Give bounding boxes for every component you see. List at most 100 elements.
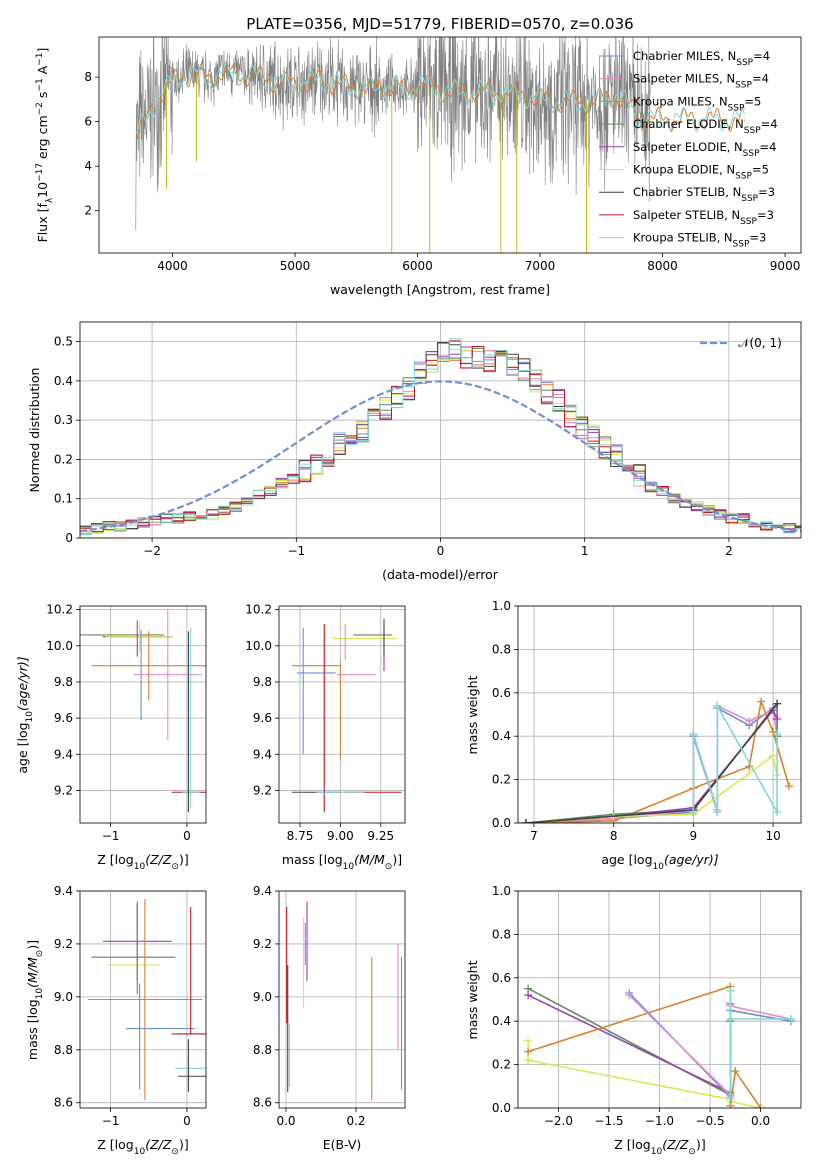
x-axis-label: mass [log10(M/M⊙)] — [282, 852, 402, 872]
plot-area-weight-vs-Z — [524, 982, 795, 1108]
y-tick-label: 0.3 — [54, 413, 73, 427]
panel-weight-vs-Z: −2.0 −1.5 −1.0 −0.5 0.0 0.0 0.2 0.4 0.6 0.8 1.0 Z [… — [465, 884, 802, 1157]
y-tick-label: 0.6 — [492, 686, 511, 700]
weight-point-marker — [524, 1036, 533, 1045]
y-tick-label: 8.8 — [54, 1043, 73, 1057]
x-tick-label: 8 — [610, 829, 618, 843]
y-tick-label: 2 — [84, 204, 92, 218]
y-axis-label: age [log10(age/yr)] — [15, 656, 35, 773]
y-tick-label: 10.2 — [245, 603, 272, 617]
legend-label: Kroupa STELIB, NSSP=3 — [633, 231, 766, 250]
y-axis-label: Normed distribution — [27, 368, 42, 493]
x-tick-label: −1 — [102, 1114, 120, 1128]
x-axis-label: wavelength [Angstrom, rest frame] — [330, 282, 550, 297]
x-tick-label: −2.0 — [544, 1114, 573, 1128]
y-tick-label: 0.2 — [492, 1058, 511, 1072]
y-tick-label: 9.2 — [253, 937, 272, 951]
y-tick-label: 0 — [65, 531, 73, 545]
weight-point-marker — [745, 717, 754, 726]
plot-area-age-vs-Z — [80, 609, 206, 813]
y-tick-label: 9.6 — [253, 711, 272, 725]
axes-frame — [517, 605, 802, 824]
legend-label: Kroupa ELODIE, NSSP=5 — [633, 163, 769, 182]
legend-label: Chabrier STELIB, NSSP=3 — [633, 185, 775, 204]
y-tick-label: 9.6 — [54, 711, 73, 725]
figure-title: PLATE=0356, MJD=51779, FIBERID=0570, z=0… — [246, 15, 633, 33]
x-tick-label: 4000 — [157, 259, 188, 273]
axes-frame — [517, 890, 802, 1109]
y-tick-label: 10.0 — [245, 639, 272, 653]
weight-point-marker — [689, 808, 698, 817]
x-tick-label: 1 — [581, 544, 589, 558]
legend-label: Kroupa MILES, NSSP=5 — [633, 94, 761, 113]
y-tick-label: 9.4 — [253, 884, 272, 898]
x-tick-label: −1.5 — [594, 1114, 623, 1128]
y-tick-label: 0.4 — [54, 374, 73, 388]
x-tick-label: −2 — [143, 544, 161, 558]
weight-point-marker — [769, 751, 778, 760]
panel-age-vs-Z: −1 0 9.2 9.4 9.6 9.8 10.0 10.2 Z [log10(Z/Z⊙)] ag… — [15, 603, 207, 872]
y-tick-label: 0.1 — [54, 492, 73, 506]
x-tick-label: 0.0 — [751, 1114, 770, 1128]
x-tick-label: 0.2 — [346, 1114, 365, 1128]
y-tick-label: 0.0 — [492, 816, 511, 830]
legend-label: Chabrier MILES, NSSP=4 — [633, 49, 770, 68]
x-tick-label: 9000 — [770, 259, 801, 273]
y-tick-label: 1.0 — [492, 884, 511, 898]
plot-area-spectrum — [135, 37, 746, 253]
weight-point-marker — [524, 1047, 533, 1056]
y-tick-label: 8.6 — [253, 1096, 272, 1110]
x-axis-label: (data-model)/error — [382, 567, 499, 582]
x-axis-label: Z [log10(Z/Z⊙)] — [97, 1137, 188, 1157]
y-tick-label: 9.0 — [253, 990, 272, 1004]
axes-frame — [79, 605, 207, 824]
x-tick-label: 5000 — [280, 259, 311, 273]
x-tick-label: 2 — [725, 544, 733, 558]
normal-curve-line — [80, 380, 801, 533]
x-tick-label: 9.00 — [327, 829, 354, 843]
y-tick-label: 9.4 — [54, 747, 73, 761]
weight-point-marker — [524, 991, 533, 1000]
x-axis-label: Z [log10(Z/Z⊙)] — [614, 1137, 705, 1157]
x-tick-label: −1 — [102, 829, 120, 843]
y-axis-label: Flux [fλ10−17 erg cm−2 s−1 A−1] — [35, 48, 55, 243]
axes-frame — [278, 605, 406, 824]
weight-point-marker — [757, 697, 766, 706]
weight-point-marker — [726, 986, 735, 995]
axes-frame — [79, 890, 207, 1109]
y-tick-label: 9.8 — [253, 675, 272, 689]
x-axis-label: E(B-V) — [323, 1137, 362, 1152]
x-tick-label: −0.5 — [695, 1114, 724, 1128]
y-tick-label: 0.4 — [492, 1014, 511, 1028]
y-tick-label: 9.4 — [54, 884, 73, 898]
plot-area-weight-vs-age — [521, 697, 794, 823]
weight-point-marker — [773, 730, 782, 739]
y-tick-label: 1.0 — [492, 599, 511, 613]
y-tick-label: 0.8 — [492, 927, 511, 941]
y-tick-label: 9.4 — [253, 747, 272, 761]
y-tick-label: 8.8 — [253, 1043, 272, 1057]
y-tick-label: 9.0 — [54, 990, 73, 1004]
panel-age-vs-mass: 8.75 9.00 9.25 9.2 9.4 9.6 9.8 10.0 10.2 mass [lo… — [245, 603, 406, 872]
spectrum-legend: Chabrier MILES, NSSP=4 Salpeter MILES, NS… — [599, 49, 778, 250]
x-tick-label: 0.0 — [276, 1114, 295, 1128]
weight-series-line — [692, 702, 778, 816]
observed-spectrum-line — [135, 37, 651, 231]
legend-label: Salpeter ELODIE, NSSP=4 — [633, 140, 776, 159]
weight-point-marker — [625, 991, 634, 1000]
legend-label: Salpeter STELIB, NSSP=3 — [633, 208, 774, 227]
panel-mass-vs-ebv: 0.0 0.2 8.6 8.8 9.0 9.2 9.4 E(B-V) — [253, 884, 406, 1152]
weight-point-marker — [726, 1093, 735, 1102]
model-spectrum-line — [135, 59, 745, 133]
panel-weight-vs-age: 7 8 9 10 0.0 0.2 0.4 0.6 0.8 1.0 age [log10(age/yr… — [465, 599, 802, 872]
x-tick-label: 10 — [765, 829, 780, 843]
x-tick-label: 0 — [183, 829, 191, 843]
y-tick-label: 9.2 — [54, 937, 73, 951]
x-tick-label: 8.75 — [287, 829, 314, 843]
y-axis-label: mass [log10(M/M⊙)] — [25, 940, 45, 1060]
panel-mass-vs-Z: −1 0 8.6 8.8 9.0 9.2 9.4 Z [log10(Z/Z⊙)] mass [l… — [25, 884, 207, 1157]
weight-point-marker — [521, 819, 530, 823]
legend-label: Salpeter MILES, NSSP=4 — [633, 72, 769, 91]
y-tick-label: 9.2 — [253, 783, 272, 797]
y-tick-label: 0.4 — [492, 729, 511, 743]
